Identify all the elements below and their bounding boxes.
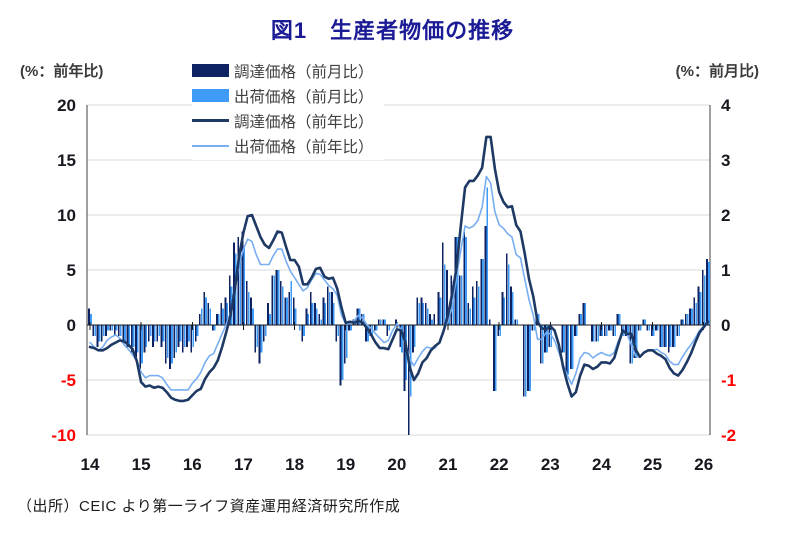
legend-item-purchase-mom: 調達価格（前月比） [192, 58, 374, 83]
legend-label: 出荷価格（前年比） [234, 138, 374, 156]
svg-text:0: 0 [67, 316, 76, 335]
svg-text:20: 20 [57, 96, 76, 115]
legend-item-output-yoy: 出荷価格（前年比） [192, 133, 374, 158]
svg-text:23: 23 [541, 455, 560, 474]
svg-text:22: 22 [490, 455, 509, 474]
svg-text:25: 25 [643, 455, 662, 474]
legend-item-output-mom: 出荷価格（前月比） [192, 83, 374, 108]
svg-text:16: 16 [183, 455, 202, 474]
legend-item-purchase-yoy: 調達価格（前年比） [192, 108, 374, 133]
svg-text:19: 19 [336, 455, 355, 474]
svg-text:4: 4 [721, 96, 731, 115]
chart-title: 図1 生産者物価の推移 [270, 18, 515, 43]
svg-text:15: 15 [57, 151, 76, 170]
svg-text:26: 26 [694, 455, 713, 474]
left-axis-unit-label: (%：前年比) [20, 63, 104, 80]
legend-label: 調達価格（前月比） [234, 63, 374, 81]
line-swatch-light-icon [192, 144, 229, 147]
svg-text:14: 14 [81, 455, 100, 474]
svg-text:20: 20 [387, 455, 406, 474]
source-note: （出所）CEIC より第一ライフ資産運用経済研究所作成 [17, 498, 401, 515]
svg-text:-2: -2 [721, 426, 736, 445]
svg-text:-1: -1 [721, 371, 736, 390]
svg-text:10: 10 [57, 206, 76, 225]
right-axis-unit-label: (%：前月比) [675, 63, 759, 80]
svg-text:18: 18 [285, 455, 304, 474]
svg-text:5: 5 [67, 261, 76, 280]
svg-text:-10: -10 [51, 426, 76, 445]
svg-text:-5: -5 [61, 371, 76, 390]
svg-text:24: 24 [592, 455, 611, 474]
svg-text:17: 17 [234, 455, 253, 474]
svg-text:3: 3 [721, 151, 730, 170]
legend-label: 調達価格（前年比） [234, 113, 374, 131]
svg-text:21: 21 [439, 455, 458, 474]
svg-text:0: 0 [721, 316, 730, 335]
line-swatch-dark-icon [192, 119, 229, 122]
bar-swatch-light-icon [192, 89, 229, 102]
svg-text:15: 15 [132, 455, 151, 474]
svg-text:1: 1 [721, 261, 730, 280]
svg-text:2: 2 [721, 206, 730, 225]
legend: 調達価格（前月比） 出荷価格（前月比） 調達価格（前年比） 出荷価格（前年比） [192, 56, 384, 160]
legend-label: 出荷価格（前月比） [234, 88, 374, 106]
bar-swatch-dark-icon [192, 64, 229, 77]
